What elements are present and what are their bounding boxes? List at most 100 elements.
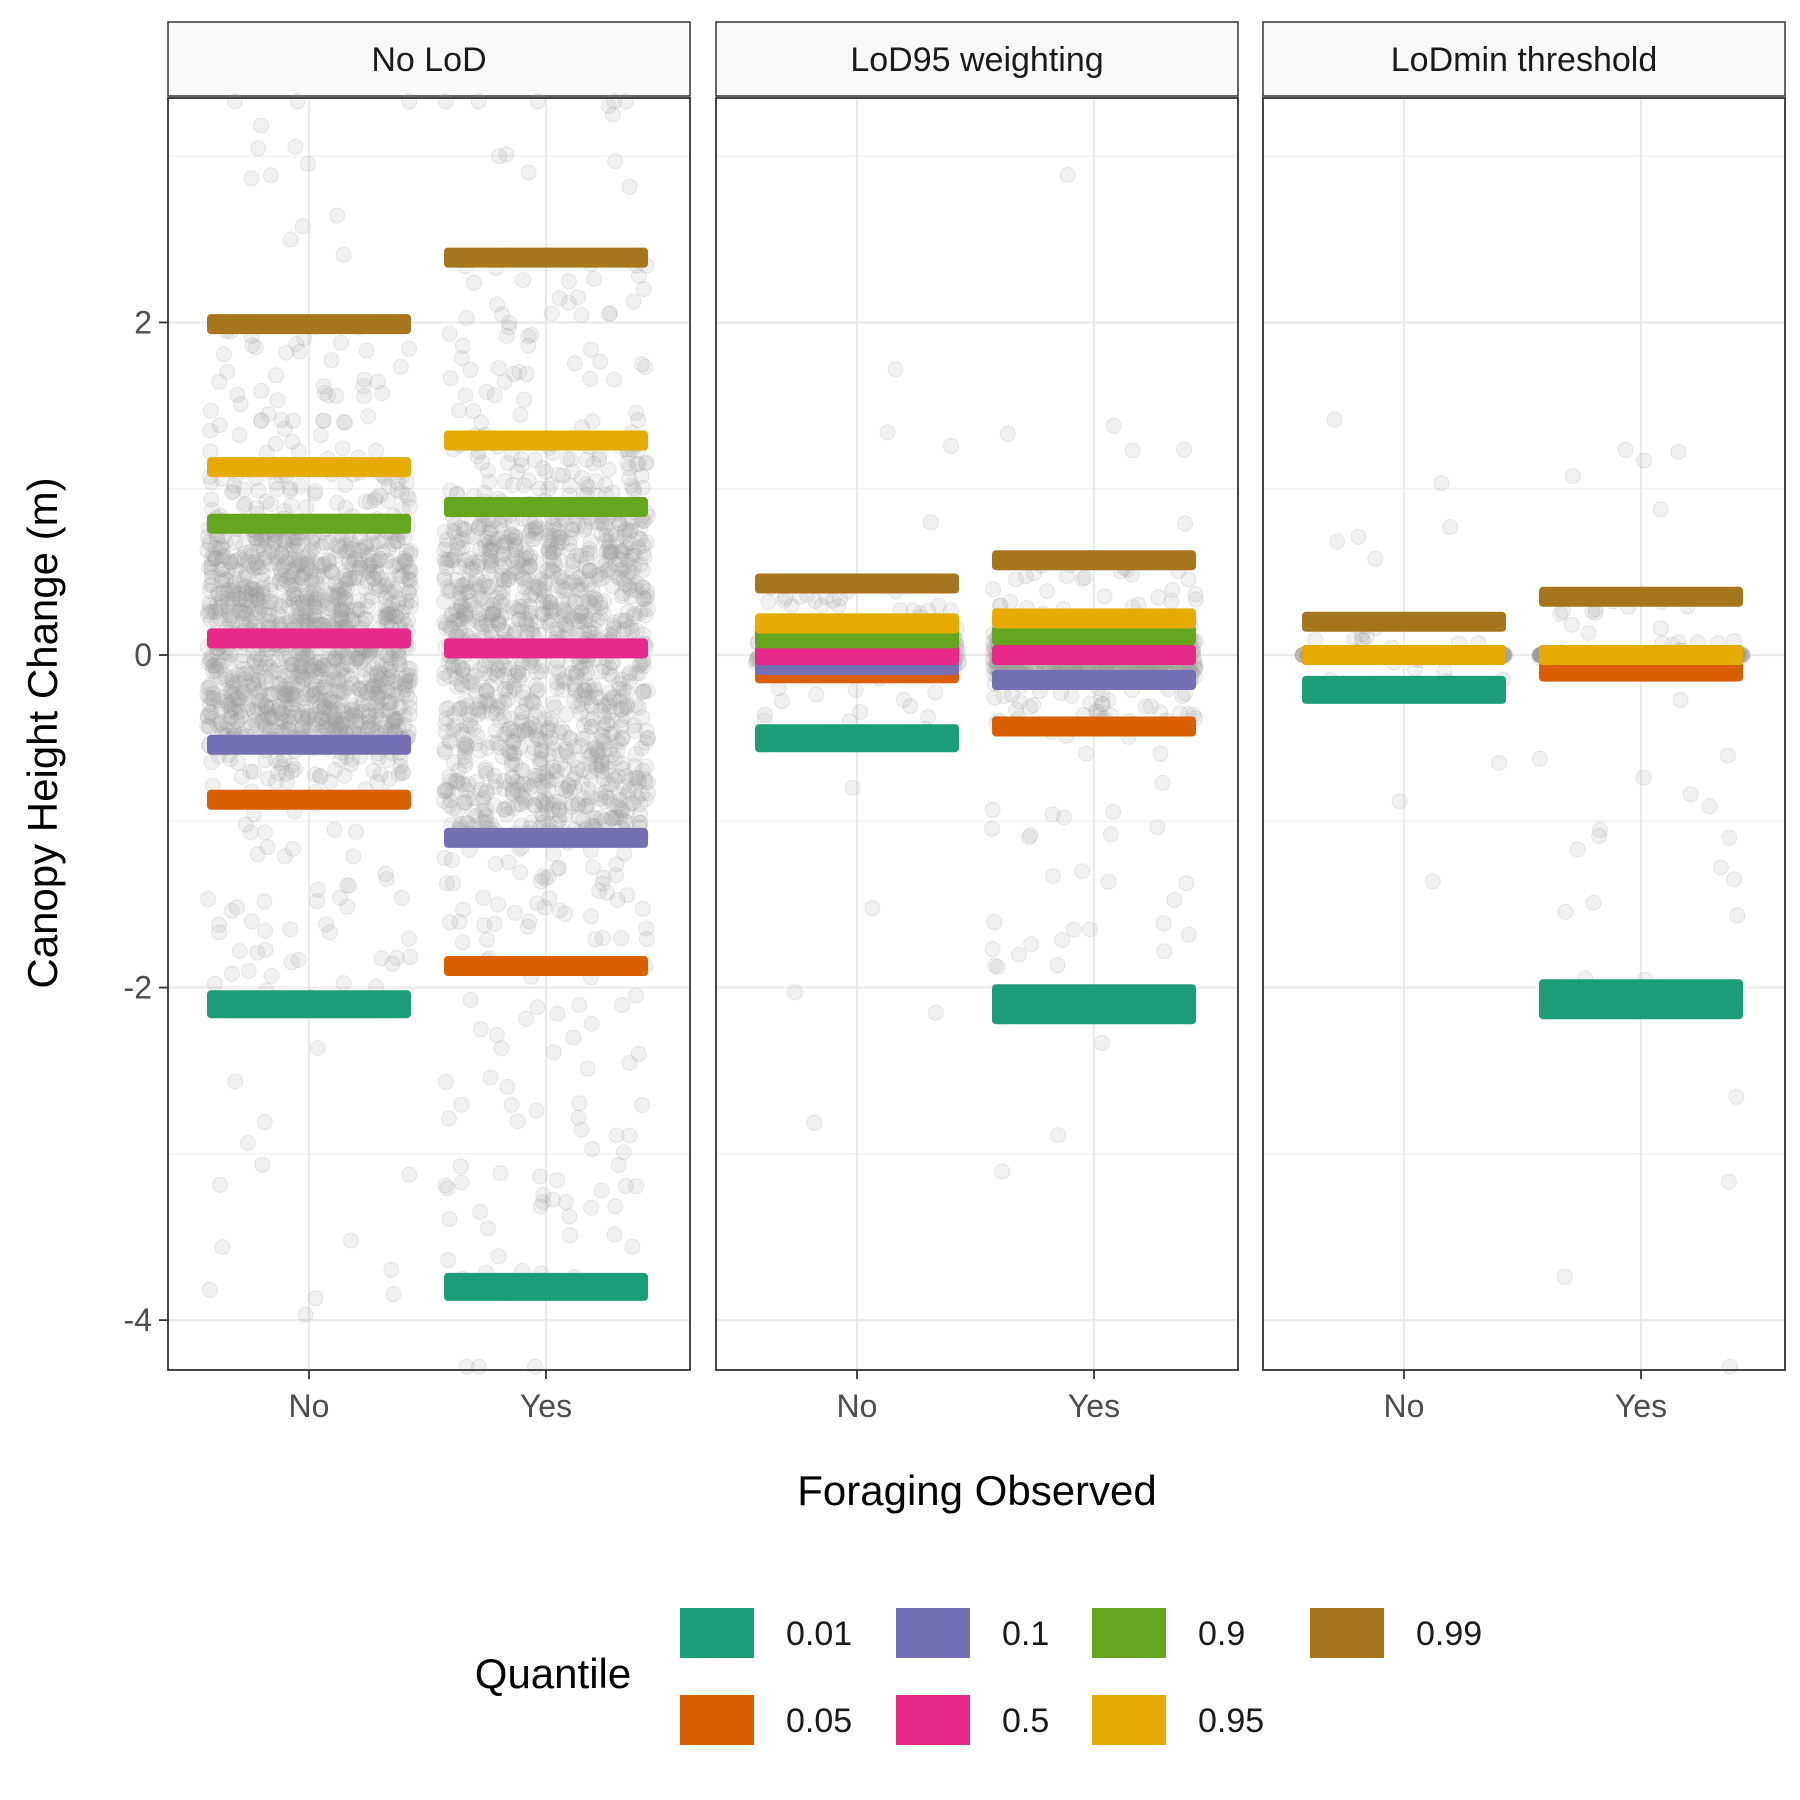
data-point <box>250 140 267 157</box>
data-point <box>320 387 336 404</box>
data-point <box>341 555 358 572</box>
data-point <box>565 553 581 570</box>
data-point <box>401 673 418 690</box>
data-point <box>396 676 413 692</box>
data-point <box>354 703 370 720</box>
data-point <box>309 1040 326 1056</box>
data-point <box>396 550 413 567</box>
data-point <box>320 552 337 569</box>
data-point <box>240 678 257 694</box>
data-point <box>338 571 355 588</box>
data-point <box>223 670 240 686</box>
data-point <box>292 654 308 671</box>
quantile-bar-0-01 <box>992 984 1196 1025</box>
data-point <box>1063 688 1080 704</box>
data-point <box>364 678 381 695</box>
data-point <box>277 549 294 566</box>
data-point <box>520 164 537 181</box>
data-point <box>324 716 341 733</box>
data-point <box>321 773 338 790</box>
data-point <box>368 442 385 459</box>
data-point <box>270 684 287 701</box>
data-point <box>301 661 318 677</box>
data-point <box>436 850 453 867</box>
data-point <box>571 1095 588 1112</box>
data-point <box>506 904 523 921</box>
data-point <box>295 566 312 583</box>
data-point <box>902 698 919 715</box>
data-point <box>577 612 594 629</box>
data-point <box>224 965 240 982</box>
data-point <box>497 473 513 489</box>
data-point <box>586 270 603 287</box>
data-point <box>566 751 583 768</box>
data-point <box>557 905 574 922</box>
data-point <box>229 713 246 730</box>
data-point <box>595 697 612 714</box>
data-point <box>288 560 305 577</box>
data-point <box>402 671 419 688</box>
data-point <box>203 551 220 567</box>
data-point <box>1094 1035 1110 1051</box>
data-point <box>356 387 373 404</box>
data-point <box>210 692 227 709</box>
quantile-bar-0-5 <box>444 638 648 659</box>
data-point <box>359 683 376 700</box>
data-point <box>203 560 220 577</box>
data-point <box>372 766 389 783</box>
data-point <box>209 597 226 613</box>
data-point <box>628 456 645 473</box>
data-point <box>236 597 252 614</box>
data-point <box>307 599 324 616</box>
data-point <box>270 765 287 781</box>
data-point <box>254 713 271 730</box>
data-point <box>224 583 241 600</box>
data-point <box>200 891 217 907</box>
data-point <box>322 563 339 579</box>
data-point <box>328 578 345 595</box>
data-point <box>1433 475 1450 492</box>
data-point <box>340 543 357 560</box>
data-point <box>250 693 267 709</box>
data-point <box>213 594 230 610</box>
data-point <box>362 713 378 730</box>
data-point <box>505 734 522 751</box>
data-point <box>1044 806 1061 823</box>
data-point <box>202 402 219 419</box>
data-point <box>632 795 649 812</box>
data-point <box>277 687 294 704</box>
x-tick-label: No <box>837 1388 878 1424</box>
data-point <box>377 609 394 625</box>
data-point <box>202 577 219 594</box>
data-point <box>388 950 405 966</box>
data-point <box>235 660 252 677</box>
data-point <box>279 691 296 708</box>
data-point <box>208 660 225 677</box>
data-point <box>545 845 562 862</box>
data-point <box>632 520 649 537</box>
data-point <box>580 593 597 610</box>
data-point <box>440 1252 457 1269</box>
data-point <box>282 480 299 497</box>
data-point <box>1008 702 1025 718</box>
data-point <box>342 540 359 557</box>
data-point <box>261 701 278 718</box>
data-point <box>549 860 566 877</box>
data-point <box>573 661 590 678</box>
data-point <box>638 920 655 937</box>
data-point <box>1078 745 1095 762</box>
data-point <box>532 731 549 748</box>
data-point <box>345 541 362 558</box>
data-point <box>305 657 322 674</box>
data-point <box>501 660 518 677</box>
data-point <box>330 612 346 629</box>
data-point <box>356 661 373 678</box>
data-point <box>1010 946 1027 963</box>
data-point <box>272 598 289 614</box>
data-point <box>553 578 570 595</box>
data-point <box>521 557 538 574</box>
quantile-bar-0-99 <box>992 550 1196 571</box>
x-tick-label: No <box>289 1388 330 1424</box>
data-point <box>397 599 413 615</box>
